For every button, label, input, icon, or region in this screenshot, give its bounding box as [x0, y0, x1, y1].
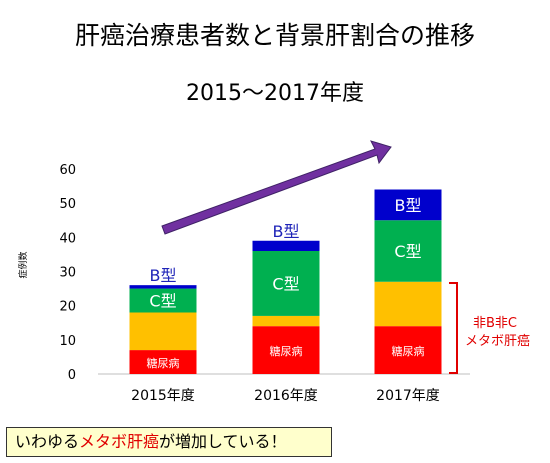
bracket-line	[449, 282, 458, 374]
bar-segment-nonbc-other	[252, 315, 320, 327]
x-tick-label: 2015年度	[131, 388, 195, 404]
y-tick-label: 0	[68, 368, 76, 383]
bar-segment-diabetes	[129, 350, 197, 374]
segment-label-hbv: B型	[150, 266, 177, 285]
y-tick-label: 30	[59, 266, 76, 281]
bar-segment-hcv	[129, 288, 197, 313]
x-tick-label: 2016年度	[254, 388, 318, 404]
bar-segment-nonbc-other	[129, 312, 197, 351]
segment-label-hbv: B型	[273, 222, 300, 241]
callout-highlight: メタボ肝癌	[79, 432, 160, 451]
bar-segment-diabetes	[374, 326, 442, 374]
y-tick-label: 10	[59, 334, 76, 349]
bars	[129, 189, 442, 374]
x-tick-label: 2017年度	[376, 388, 440, 404]
bar-segment-hbv	[252, 240, 320, 251]
bracket-annotation-line-1: 非B非C	[473, 316, 517, 331]
bar-segment-hcv	[252, 251, 320, 316]
callout-box: いわゆるメタボ肝癌が増加している！	[6, 427, 332, 457]
segment-label-diabetes: 糖尿病	[392, 344, 425, 358]
segment-label-hcv: C型	[149, 292, 176, 311]
trend-arrow	[161, 140, 392, 235]
bracket-annotation-line-2: メタボ肝癌	[465, 333, 530, 349]
bar-segment-hbv	[129, 285, 197, 289]
segment-label-hbv: B型	[395, 196, 422, 215]
segment-label-hcv: C型	[272, 274, 299, 293]
segment-label-diabetes: 糖尿病	[270, 344, 303, 358]
y-tick-label: 60	[59, 163, 76, 178]
bar-segment-diabetes	[252, 326, 320, 374]
y-tick-label: 40	[59, 231, 76, 246]
chart-title: 肝癌治療患者数と背景肝割合の推移	[75, 21, 475, 50]
y-tick-label: 50	[59, 197, 76, 212]
callout-prefix: いわゆる	[15, 432, 80, 451]
bracket-annotation: 非B非C メタボ肝癌	[449, 282, 530, 374]
y-tick-label: 20	[59, 300, 76, 315]
trend-arrow-shape	[161, 140, 392, 235]
segment-label-hcv: C型	[394, 242, 421, 261]
x-axis: 2015年度 2016年度 2017年度	[131, 388, 440, 404]
chart-subtitle: 2015〜2017年度	[186, 81, 364, 106]
callout-suffix: が増加している！	[159, 432, 287, 451]
bar-segment-nonbc-other	[374, 281, 442, 327]
y-axis-label: 症例数	[17, 251, 29, 278]
segment-label-diabetes: 糖尿病	[147, 356, 180, 370]
bar-segment-hbv	[374, 189, 442, 221]
bar-segment-hcv	[374, 220, 442, 282]
